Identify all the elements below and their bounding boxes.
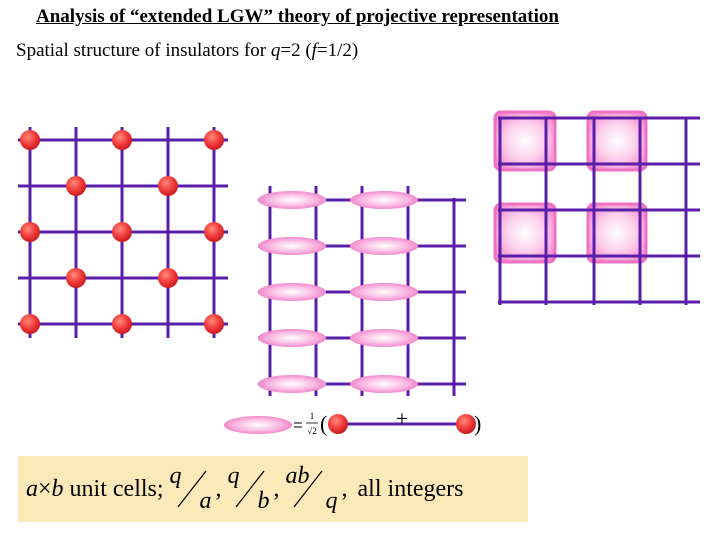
bond-ellipse: [350, 375, 418, 393]
bond-ellipse: [258, 329, 326, 347]
legend-site-right: [456, 414, 476, 434]
fraction-q-over-a: q a: [170, 463, 216, 515]
subtitle-prefix: Spatial structure of insulators for: [16, 40, 271, 61]
site-atom: [112, 222, 132, 242]
prefactor-denominator: √2: [307, 426, 316, 436]
site-atom: [112, 314, 132, 334]
fraction-num: q: [169, 463, 182, 489]
bond-ellipse: [350, 237, 418, 255]
site-atom: [204, 130, 224, 150]
bond-ellipse: [350, 283, 418, 301]
bond-ellipse: [258, 237, 326, 255]
site-atom: [20, 314, 40, 334]
fraction-num: ab: [285, 463, 310, 489]
site-atom: [66, 268, 86, 288]
fraction-ab-over-q: ab q: [286, 463, 342, 515]
legend-bond-ellipse: [224, 416, 292, 434]
f-value: =1/2): [316, 40, 359, 61]
bond-ellipse: [258, 191, 326, 209]
site-atom: [66, 176, 86, 196]
site-atom: [158, 268, 178, 288]
q-value: =2 (: [280, 40, 312, 61]
bond-definition: 1 √2 ( + ): [224, 406, 481, 436]
var-b: b: [51, 475, 64, 502]
unit-cell-note: a × b unit cells; q a , q b , ab q , all…: [18, 456, 528, 522]
bond-ellipse: [350, 329, 418, 347]
site-atom: [158, 176, 178, 196]
fraction-q-over-b: q b: [228, 463, 274, 515]
bond-ellipse: [258, 375, 326, 393]
comma: ,: [273, 475, 280, 502]
fraction-slash: [293, 470, 323, 508]
lattice-plaquette-insulator: [493, 110, 700, 305]
bond-ellipses: [258, 191, 418, 393]
site-atom: [112, 130, 132, 150]
prefactor-numerator: 1: [310, 411, 315, 421]
times-sign: ×: [38, 475, 52, 502]
legend-site-left: [328, 414, 348, 434]
plaquette: [493, 110, 557, 172]
var-a: a: [26, 475, 38, 502]
comma: ,: [341, 475, 348, 502]
fraction-slash: [235, 470, 265, 508]
plaquette: [493, 202, 557, 264]
plaquette: [586, 110, 648, 172]
lattice-site-insulator: [18, 127, 228, 338]
site-atom: [20, 222, 40, 242]
unit-cells-text: unit cells;: [63, 475, 164, 502]
close-paren: ): [474, 411, 481, 436]
f-symbol: f: [311, 40, 317, 61]
plus-sign: +: [396, 406, 408, 431]
plaquette: [586, 202, 648, 264]
insulator-diagrams: 1 √2 ( + ): [18, 110, 700, 436]
site-atoms: [20, 130, 224, 334]
fraction-den: b: [257, 488, 270, 514]
fraction-den: a: [199, 488, 212, 514]
lattice-right-grid: [498, 116, 700, 305]
site-atom: [20, 130, 40, 150]
plaquette-squares: [493, 110, 648, 264]
slide-subtitle: Spatial structure of insulators for q=2 …: [16, 40, 358, 62]
open-paren: (: [320, 411, 327, 436]
lattice-bond-insulator: [258, 186, 466, 396]
q-symbol: q: [270, 40, 281, 61]
bond-ellipse: [258, 283, 326, 301]
site-atom: [204, 222, 224, 242]
bond-ellipse: [350, 191, 418, 209]
site-atom: [204, 314, 224, 334]
fraction-slash: [177, 470, 207, 508]
slide-title: Analysis of “extended LGW” theory of pro…: [36, 6, 559, 27]
unit-cell-formula: a × b unit cells; q a , q b , ab q , all…: [26, 462, 464, 516]
fraction-den: q: [325, 488, 338, 514]
fraction-num: q: [227, 463, 240, 489]
all-integers-text: all integers: [357, 475, 464, 502]
comma: ,: [215, 475, 222, 502]
